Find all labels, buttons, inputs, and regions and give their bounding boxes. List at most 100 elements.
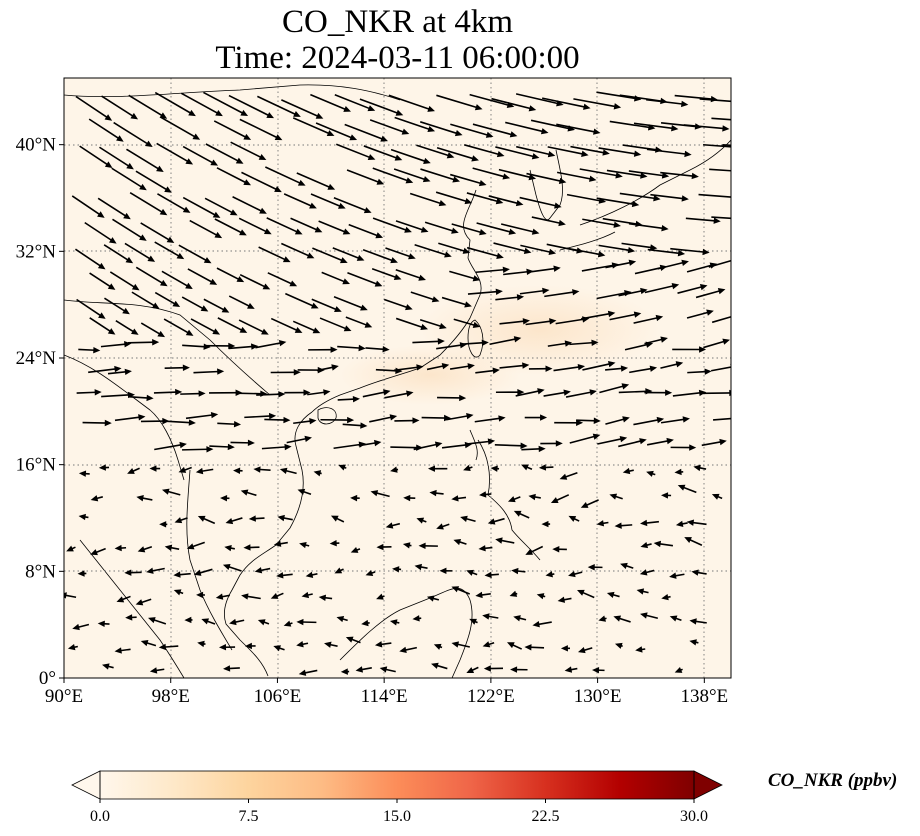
wind-arrow	[197, 515, 216, 525]
wind-arrow	[230, 141, 267, 161]
wind-arrow	[89, 317, 116, 335]
wind-arrow	[494, 442, 528, 449]
wind-arrow	[519, 287, 550, 295]
x-tick-label: 130°E	[574, 686, 622, 707]
wind-arrow	[453, 318, 481, 329]
wind-arrow	[582, 360, 616, 371]
wind-arrow	[507, 642, 523, 650]
wind-arrow	[426, 363, 450, 371]
wind-arrow	[711, 315, 731, 324]
wind-arrow	[336, 616, 348, 623]
wind-arrow	[597, 435, 628, 445]
wind-arrow	[239, 273, 271, 290]
wind-arrow	[605, 259, 637, 269]
wind-arrow	[97, 620, 110, 627]
map-title: CO_NKR at 4km	[282, 4, 513, 40]
wind-arrow	[265, 166, 306, 186]
wind-arrow	[577, 589, 595, 599]
wind-arrow	[598, 147, 642, 157]
wind-arrow	[146, 567, 165, 574]
wind-arrow	[416, 144, 455, 159]
wind-arrow	[653, 540, 674, 548]
wind-arrow	[526, 172, 567, 185]
wind-arrow	[436, 523, 450, 530]
wind-arrow	[446, 412, 474, 421]
wind-arrow	[520, 244, 557, 256]
wind-arrow	[661, 492, 672, 499]
wind-arrow	[416, 517, 427, 524]
wind-arrow	[711, 216, 731, 220]
wind-arrow	[672, 389, 707, 397]
wind-arrow	[493, 242, 532, 254]
wind-arrow	[421, 414, 452, 422]
colorbar-ticks: 0.0 7.5 15.0 22.5 30.0	[90, 799, 708, 825]
wind-arrow	[383, 298, 413, 311]
wind-arrow	[412, 338, 445, 345]
wind-arrow	[333, 295, 368, 311]
wind-arrow	[674, 468, 684, 476]
wind-arrow	[436, 342, 468, 350]
wind-arrow	[661, 593, 671, 601]
wind-arrow	[290, 217, 323, 233]
wind-arrow	[204, 197, 238, 216]
wind-arrow	[628, 222, 669, 232]
wind-arrow	[646, 98, 689, 108]
wind-arrow	[277, 514, 293, 522]
wind-arrow	[273, 540, 288, 547]
wind-arrow	[482, 641, 495, 648]
borneo-coastline	[339, 588, 473, 678]
wind-arrow	[111, 167, 147, 191]
wind-arrow	[499, 318, 530, 325]
wind-arrow	[390, 466, 399, 473]
wind-arrow	[78, 346, 101, 354]
wind-arrow	[135, 266, 168, 287]
wind-arrow	[369, 414, 398, 423]
wind-arrow	[270, 317, 303, 333]
wind-arrow	[677, 284, 708, 294]
wind-arrow	[376, 543, 392, 551]
wind-arrow	[451, 586, 471, 595]
wind-arrow	[90, 547, 106, 556]
wind-arrow	[385, 247, 416, 260]
wind-arrow	[310, 93, 351, 112]
wind-arrow	[371, 268, 402, 280]
wind-arrow	[182, 145, 219, 166]
wind-arrow	[307, 389, 331, 396]
wind-arrow	[193, 568, 213, 576]
wind-arrow	[543, 389, 571, 397]
wind-arrow	[469, 618, 478, 625]
wind-arrow	[675, 520, 688, 527]
wind-arrow	[495, 294, 525, 301]
wind-arrow	[296, 172, 336, 190]
wind-arrow	[441, 441, 473, 449]
wind-arrow	[258, 246, 291, 263]
wind-arrow	[545, 571, 555, 578]
wind-arrow	[519, 196, 562, 209]
wind-arrow	[107, 368, 132, 376]
wind-arrow	[467, 288, 503, 295]
wind-arrow	[532, 621, 552, 628]
wind-arrow	[285, 292, 319, 309]
wind-arrow	[160, 116, 201, 140]
wind-arrow	[100, 341, 132, 348]
wind-arrow	[311, 298, 342, 313]
wind-arrow	[229, 618, 245, 626]
wind-arrow	[538, 464, 554, 471]
wind-arrow	[157, 193, 191, 213]
wind-arrow	[256, 391, 286, 398]
wind-arrow	[253, 466, 271, 473]
wind-arrow	[565, 389, 597, 398]
wind-arrow	[636, 588, 649, 595]
wind-arrow	[453, 538, 467, 546]
wind-arrow	[402, 542, 412, 549]
wind-arrow	[243, 544, 260, 551]
wind-arrow	[310, 193, 346, 209]
wind-arrow	[489, 336, 522, 346]
wind-arrow	[338, 464, 347, 471]
wind-arrow	[463, 144, 505, 158]
wind-arrow	[389, 619, 400, 626]
wind-arrow	[395, 269, 426, 281]
wind-arrow	[647, 248, 686, 257]
colorbar-tick-label: 0.0	[90, 808, 110, 825]
wind-arrow	[344, 123, 389, 142]
